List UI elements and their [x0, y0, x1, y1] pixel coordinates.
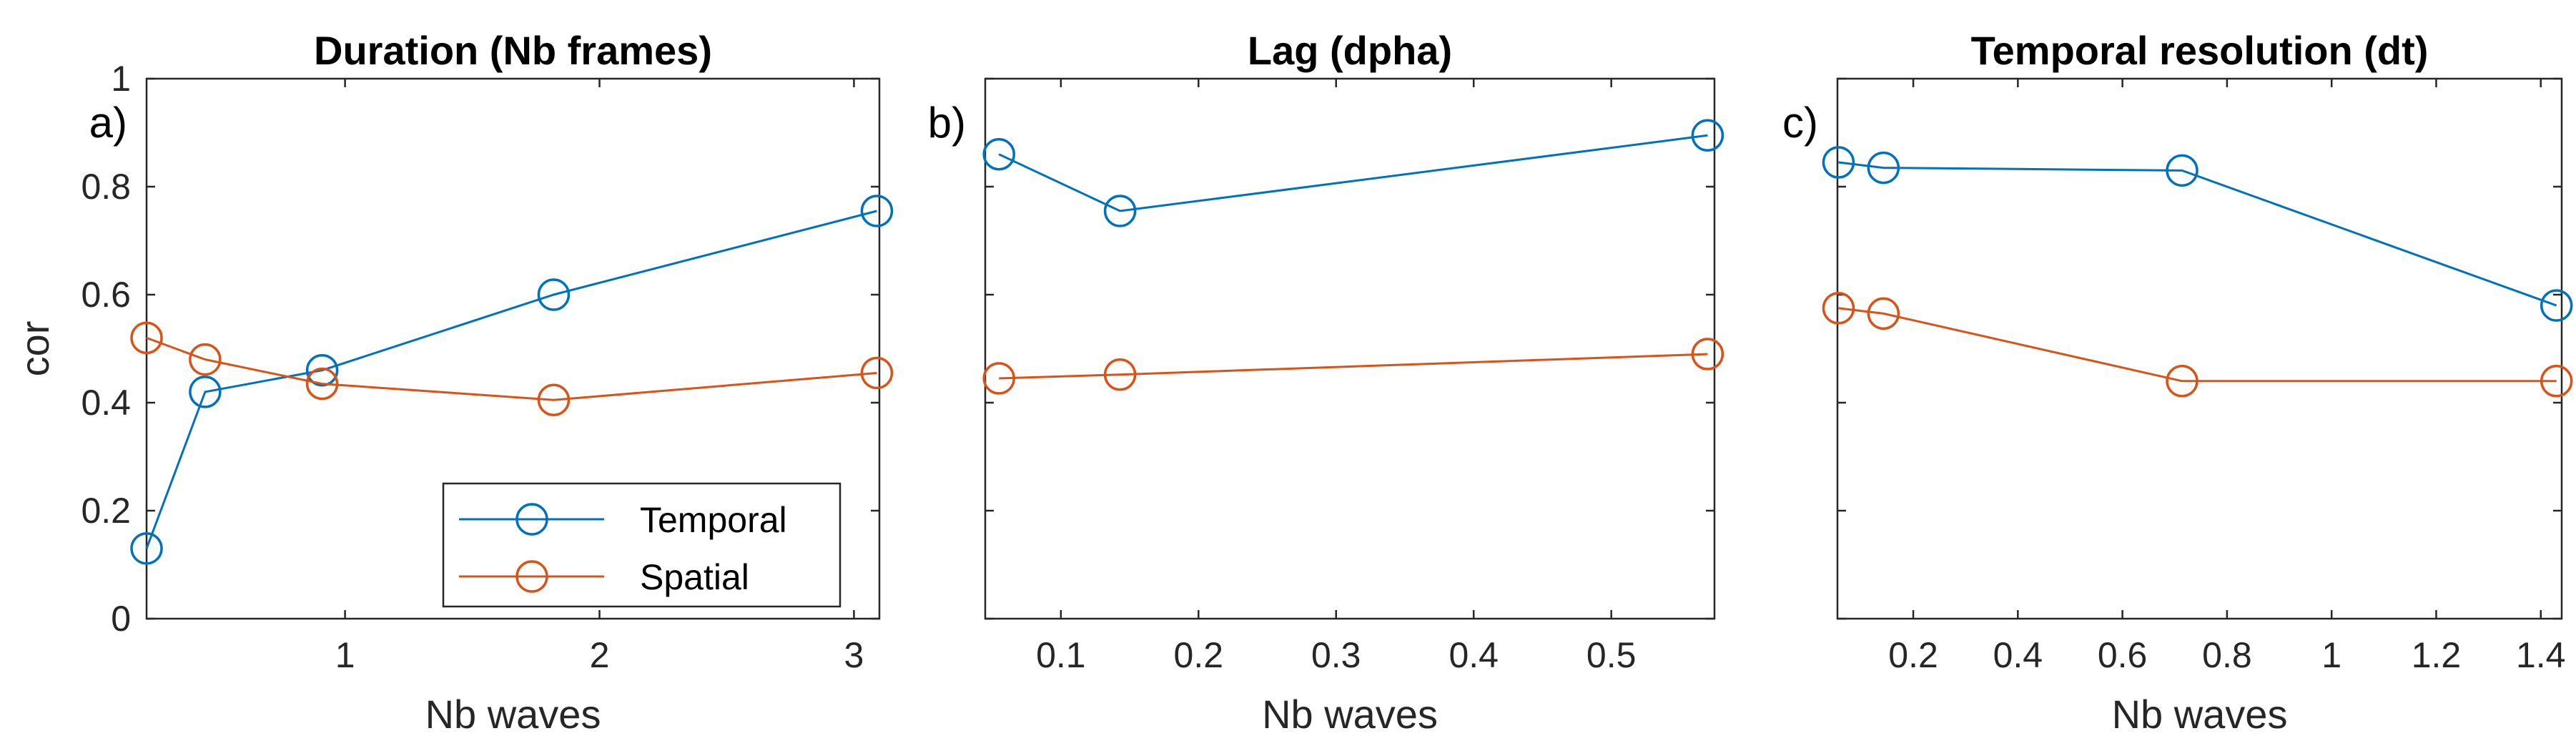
data-point-spatial — [1867, 297, 1900, 330]
data-point-temporal — [130, 532, 163, 565]
series-line-spatial — [146, 336, 877, 401]
data-point-temporal — [305, 353, 339, 387]
x-tick-label: 1.4 — [2516, 635, 2566, 675]
chart-title: Duration (Nb frames) — [314, 28, 712, 73]
x-axis-label: Nb waves — [425, 692, 601, 737]
series-temporal — [130, 195, 894, 565]
axes-box — [984, 77, 1716, 620]
series-spatial — [982, 338, 1724, 395]
series-line-spatial — [1838, 307, 2557, 383]
legend-box — [442, 482, 842, 608]
data-point-spatial — [537, 383, 571, 416]
x-tick-label: 0.4 — [1993, 635, 2043, 675]
axes-box — [145, 77, 881, 620]
y-tick-label: 0.4 — [81, 383, 131, 423]
panel-label: b) — [928, 99, 966, 147]
series-line-spatial — [999, 353, 1708, 380]
x-tick-label: 0.5 — [1586, 635, 1637, 675]
x-tick-label: 3 — [844, 635, 864, 675]
panel-c: 0.2 0.4 0.6 0.8 1 1.2 1.4 Temporal resolution (… — [1782, 28, 2573, 737]
x-tick-label: 2 — [590, 635, 610, 675]
data-point-spatial — [2166, 365, 2199, 398]
legend-entry-spatial: Spatial — [459, 557, 749, 597]
legend: Temporal Spatial — [442, 482, 842, 608]
y-tick-label: 0.2 — [81, 491, 131, 531]
data-point-temporal — [982, 137, 1015, 171]
chart-title: Temporal resolution (dt) — [1971, 28, 2429, 73]
data-point-spatial — [1691, 338, 1724, 370]
x-tick-label: 0.2 — [1174, 635, 1224, 675]
data-point-spatial — [130, 321, 163, 355]
series-spatial — [1822, 292, 2573, 398]
data-point-temporal — [1691, 119, 1724, 152]
data-point-temporal — [1867, 151, 1900, 185]
data-point-temporal — [1103, 195, 1137, 227]
data-point-temporal — [189, 375, 222, 408]
x-tick-label: 0.8 — [2202, 635, 2252, 675]
legend-marker — [515, 503, 548, 536]
data-point-temporal — [537, 278, 571, 311]
data-point-spatial — [305, 367, 339, 401]
series-line-temporal — [1838, 161, 2557, 307]
y-axis-label: cor — [12, 321, 57, 377]
data-point-spatial — [860, 356, 894, 390]
x-tick-label: 1.2 — [2412, 635, 2462, 675]
data-point-temporal — [860, 195, 894, 227]
chart-title: Lag (dpha) — [1248, 28, 1452, 73]
x-tick-label: 0.6 — [2098, 635, 2148, 675]
series-line-temporal — [145, 210, 877, 549]
series-temporal — [1822, 146, 2573, 322]
series-spatial — [130, 321, 894, 416]
x-axis-label: Nb waves — [1262, 692, 1438, 737]
y-tick-label: 0.8 — [81, 167, 131, 207]
data-point-spatial — [982, 362, 1015, 395]
data-point-temporal — [2166, 154, 2199, 187]
x-tick-label: 1 — [335, 635, 355, 675]
data-point-spatial — [189, 343, 222, 376]
data-point-spatial — [1103, 358, 1137, 391]
panel-b: 0.1 0.2 0.3 0.4 0.5 Lag (dpha) Nb waves b) — [928, 28, 1724, 737]
x-tick-label: 0.2 — [1888, 635, 1938, 675]
x-tick-label: 0.1 — [1036, 635, 1086, 675]
x-tick-label: 0.4 — [1449, 635, 1499, 675]
series-temporal — [982, 119, 1724, 227]
panel-a: 1 2 3 0 0.2 0.4 0.6 0.8 1 Duration (Nb frames) Nb … — [12, 28, 894, 737]
x-tick-label: 1 — [2321, 635, 2341, 675]
y-tick-label: 0.6 — [81, 275, 131, 315]
panel-label: c) — [1782, 99, 1818, 147]
legend-marker — [515, 560, 548, 593]
panel-label: a) — [89, 99, 127, 147]
x-axis-label: Nb waves — [2112, 692, 2288, 737]
data-point-temporal — [1822, 146, 1855, 179]
x-tick-label: 0.3 — [1311, 635, 1361, 675]
y-tick-label: 1 — [111, 59, 131, 99]
y-tick-label: 0 — [111, 599, 131, 639]
data-point-spatial — [1822, 292, 1855, 325]
legend-label: Temporal — [640, 500, 787, 540]
axes-box — [1836, 77, 2563, 620]
legend-label: Spatial — [640, 557, 749, 597]
data-point-spatial — [2540, 365, 2573, 398]
data-point-temporal — [2540, 289, 2573, 322]
series-line-temporal — [998, 134, 1708, 212]
legend-entry-temporal: Temporal — [459, 500, 787, 540]
